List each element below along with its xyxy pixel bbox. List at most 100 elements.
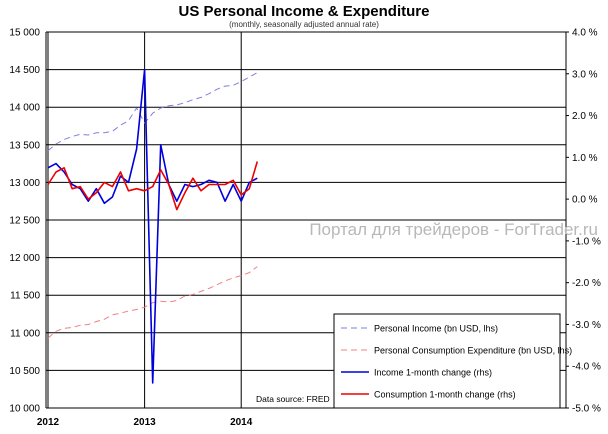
data-point-consumption-1-month-change: [47, 183, 49, 185]
data-point-consumption-1-month-change: [168, 183, 170, 185]
watermark-text: Портал для трейдеров - ForTrader.ru: [309, 220, 598, 239]
data-point-personal-consumption-expenditure: [151, 302, 153, 304]
data-point-personal-income: [79, 133, 81, 135]
legend-label: Personal Income (bn USD, lhs): [374, 324, 498, 334]
data-point-personal-income: [232, 84, 234, 86]
y-right-tick-label: 1.0 %: [572, 153, 598, 164]
y-left-tick-label: 15 000: [9, 28, 40, 39]
data-point-consumption-1-month-change: [143, 190, 145, 192]
data-point-consumption-1-month-change: [151, 185, 153, 187]
data-point-personal-income: [71, 135, 73, 137]
legend-items: Personal Income (bn USD, lhs) Personal Co…: [341, 324, 572, 400]
data-point-consumption-1-month-change: [248, 187, 250, 189]
data-point-personal-income: [184, 101, 186, 103]
data-point-personal-income: [87, 134, 89, 136]
data-point-income-1-month-change: [184, 183, 186, 185]
data-point-income-1-month-change: [200, 183, 202, 185]
data-point-income-1-month-change: [216, 181, 218, 183]
data-point-income-1-month-change: [160, 144, 162, 146]
y-left-tick-label: 14 500: [9, 65, 40, 76]
data-point-personal-income: [160, 107, 162, 109]
data-point-income-1-month-change: [240, 200, 242, 202]
data-point-personal-consumption-expenditure: [248, 271, 250, 273]
data-point-personal-consumption-expenditure: [47, 337, 49, 339]
data-point-personal-income: [248, 76, 250, 78]
y-right-tick-label: 4.0 %: [572, 28, 598, 39]
data-point-consumption-1-month-change: [184, 192, 186, 194]
data-point-income-1-month-change: [232, 183, 234, 185]
data-point-income-1-month-change: [111, 196, 113, 198]
y-right-tick-label: -5.0 %: [572, 404, 601, 415]
data-point-personal-consumption-expenditure: [119, 312, 121, 314]
data-point-personal-income: [135, 107, 137, 109]
data-source-note: Data source: FRED: [256, 394, 330, 404]
data-point-consumption-1-month-change: [55, 171, 57, 173]
y-left-tick-label: 11 000: [10, 328, 40, 339]
data-point-income-1-month-change: [143, 68, 145, 70]
data-point-personal-income: [151, 112, 153, 114]
data-point-personal-income: [240, 80, 242, 82]
y-left-tick-label: 10 000: [9, 404, 40, 415]
data-point-personal-income: [103, 132, 105, 134]
y-left-tick-label: 11 500: [10, 291, 40, 302]
data-point-income-1-month-change: [192, 185, 194, 187]
series-line-consumption-1-month-change: [47, 161, 259, 211]
x-tick-label: 2012: [37, 417, 60, 428]
data-point-consumption-1-month-change: [103, 181, 105, 183]
series-line-income-1-month-change: [47, 68, 258, 384]
data-point-personal-income: [192, 98, 194, 100]
data-point-personal-income: [95, 132, 97, 134]
data-point-income-1-month-change: [176, 200, 178, 202]
data-point-personal-income: [63, 138, 65, 140]
data-point-personal-consumption-expenditure: [224, 280, 226, 282]
x-tick-label: 2014: [230, 417, 253, 428]
data-point-consumption-1-month-change: [87, 198, 89, 200]
data-point-consumption-1-month-change: [224, 183, 226, 185]
data-point-personal-income: [47, 150, 49, 152]
data-point-income-1-month-change: [135, 148, 137, 150]
data-point-personal-consumption-expenditure: [240, 274, 242, 276]
data-point-personal-consumption-expenditure: [160, 300, 162, 302]
data-point-income-1-month-change: [208, 179, 210, 181]
legend-box: [333, 313, 561, 409]
y-right-tick-label: 3.0 %: [572, 69, 598, 80]
chart-subtitle: (monthly, seasonally adjusted annual rat…: [229, 20, 379, 29]
data-point-income-1-month-change: [47, 167, 49, 169]
y-right-tick-label: -3.0 %: [572, 320, 601, 331]
data-point-consumption-1-month-change: [240, 194, 242, 196]
data-point-personal-income: [127, 120, 129, 122]
chart-title: US Personal Income & Expenditure: [179, 3, 430, 20]
data-point-personal-consumption-expenditure: [135, 308, 137, 310]
data-point-personal-consumption-expenditure: [103, 318, 105, 320]
data-point-consumption-1-month-change: [232, 179, 234, 181]
data-point-consumption-1-month-change: [127, 190, 129, 192]
legend-label: Consumption 1-month change (rhs): [374, 390, 516, 400]
series-layer: [47, 68, 259, 384]
data-point-personal-consumption-expenditure: [87, 323, 89, 325]
series-line-personal-income: [47, 72, 258, 152]
data-point-personal-consumption-expenditure: [143, 306, 145, 308]
data-point-consumption-1-month-change: [176, 208, 178, 210]
data-point-income-1-month-change: [151, 382, 153, 384]
data-point-personal-consumption-expenditure: [168, 301, 170, 303]
data-point-income-1-month-change: [127, 181, 129, 183]
series-line-personal-consumption-expenditure: [47, 266, 258, 339]
y-right-tick-label: -4.0 %: [572, 362, 601, 373]
y-left-tick-label: 10 500: [9, 366, 40, 377]
y-left-tick-label: 12 500: [9, 216, 40, 227]
data-point-income-1-month-change: [103, 202, 105, 204]
data-point-consumption-1-month-change: [160, 169, 162, 171]
data-point-personal-consumption-expenditure: [200, 290, 202, 292]
data-point-personal-income: [119, 124, 121, 126]
y-left-tick-label: 13 500: [9, 140, 40, 151]
data-point-consumption-1-month-change: [216, 183, 218, 185]
y-left-tick-label: 12 000: [9, 253, 40, 264]
data-point-income-1-month-change: [224, 200, 226, 202]
data-point-personal-income: [111, 130, 113, 132]
data-point-consumption-1-month-change: [200, 190, 202, 192]
data-point-personal-consumption-expenditure: [216, 283, 218, 285]
data-point-personal-consumption-expenditure: [79, 324, 81, 326]
data-point-consumption-1-month-change: [256, 160, 258, 162]
